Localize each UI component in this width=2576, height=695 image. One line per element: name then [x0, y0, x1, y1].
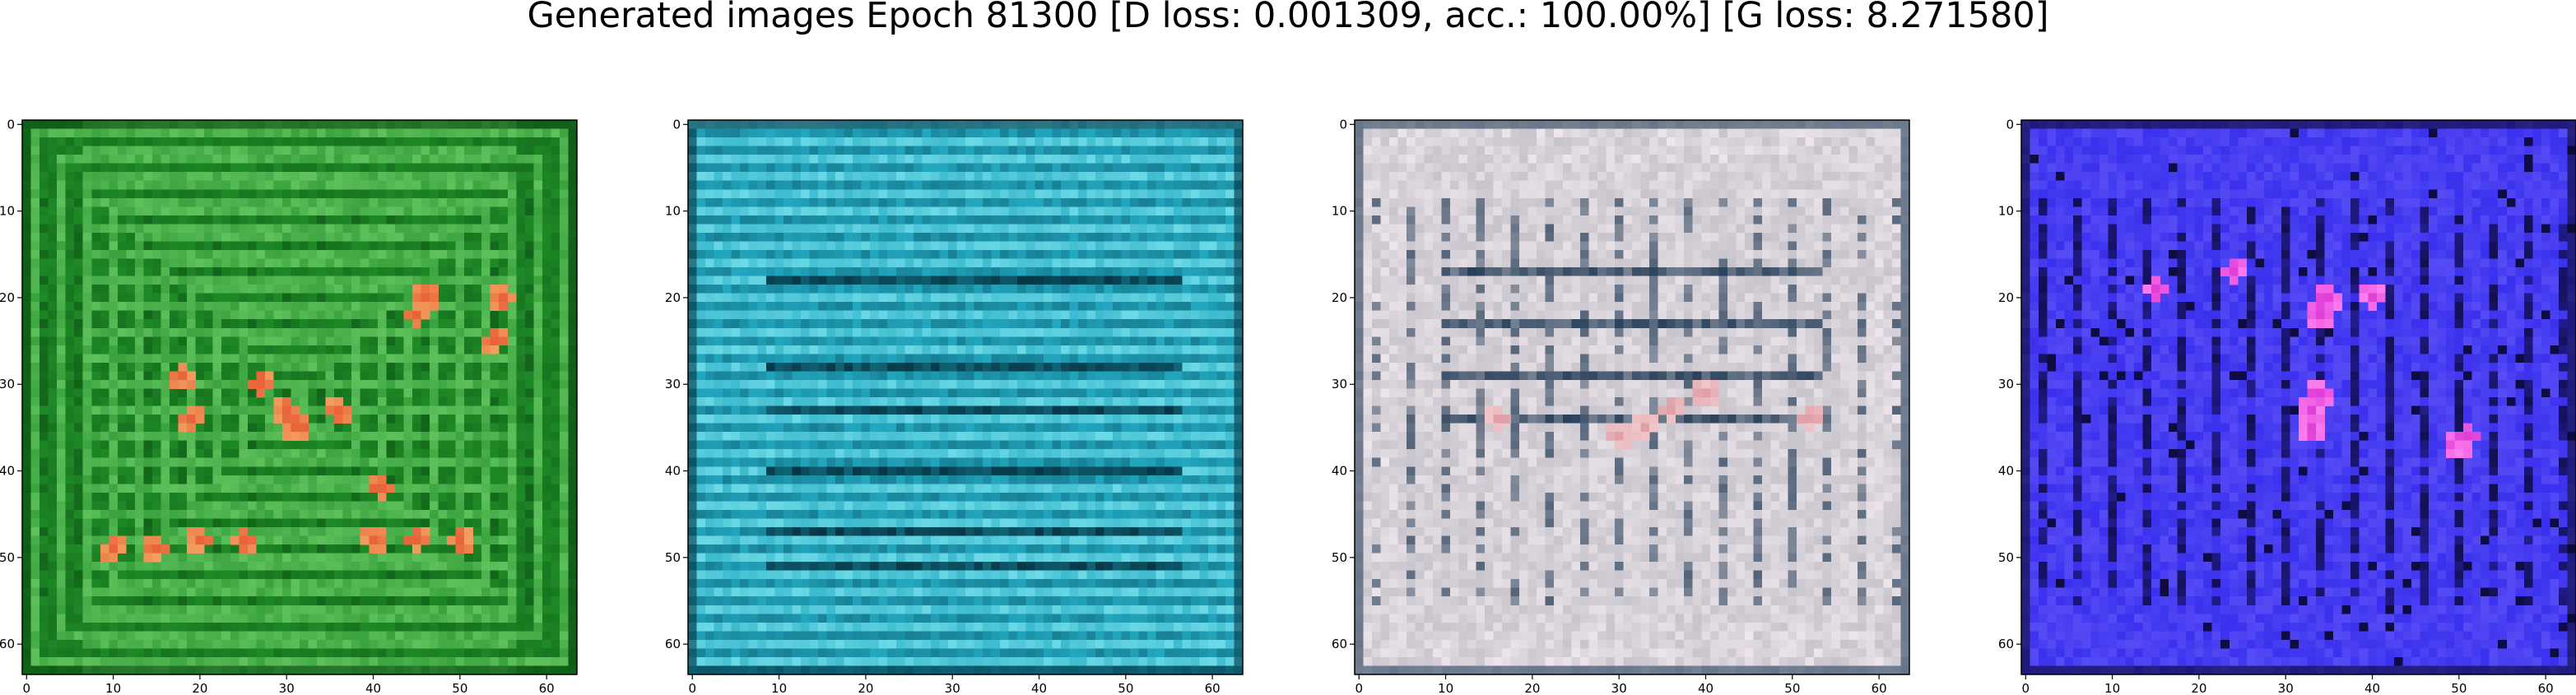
y-tick-label: 10	[665, 204, 681, 219]
x-tick-label: 10	[771, 681, 787, 695]
axes-frame	[687, 119, 1244, 675]
y-tick-label: 50	[665, 550, 681, 565]
figure-title: Generated images Epoch 81300 [D loss: 0.…	[527, 0, 2049, 36]
x-tick-label: 30	[279, 681, 295, 695]
y-tick-label: 50	[0, 550, 15, 565]
generated-image	[1355, 120, 1910, 675]
y-tick-label: 30	[1332, 377, 1347, 392]
x-tick-label: 10	[1438, 681, 1453, 695]
x-tick-label: 60	[1872, 681, 1887, 695]
image-panel-3: 0 10 20 30 40 50 60 0 10 20 30 40 50 60	[1332, 117, 1910, 695]
y-tick-label: 30	[1998, 377, 2014, 392]
y-tick-label: 60	[1332, 637, 1347, 651]
x-tick-label: 50	[1118, 681, 1133, 695]
x-tick-label: 30	[2278, 681, 2294, 695]
x-tick-label: 50	[452, 681, 467, 695]
x-tick-label: 40	[1031, 681, 1047, 695]
generated-image	[688, 120, 1244, 675]
x-tick-label: 50	[2451, 681, 2467, 695]
x-tick-label: 0	[688, 681, 696, 695]
y-tick-label: 40	[0, 464, 15, 479]
x-tick-label: 30	[1611, 681, 1627, 695]
y-tick-label: 50	[1998, 550, 2014, 565]
x-tick-label: 0	[2021, 681, 2030, 695]
x-tick-label: 0	[1355, 681, 1363, 695]
image-panel-2: 0 10 20 30 40 50 60 0 10 20 30 40 50 60	[665, 117, 1244, 695]
y-tick-label: 10	[0, 204, 15, 219]
y-tick-label: 20	[1998, 290, 2014, 305]
axes-frame	[21, 119, 578, 675]
x-tick-label: 20	[858, 681, 873, 695]
x-tick-label: 20	[192, 681, 207, 695]
y-tick-label: 20	[0, 290, 15, 305]
x-tick-label: 20	[2191, 681, 2206, 695]
y-tick-label: 0	[7, 117, 15, 132]
y-tick-label: 30	[0, 377, 15, 392]
x-tick-label: 20	[1524, 681, 1540, 695]
y-tick-label: 60	[665, 637, 681, 651]
x-tick-label: 40	[365, 681, 381, 695]
y-tick-label: 60	[1998, 637, 2014, 651]
axes-frame	[2020, 119, 2576, 675]
y-tick-label: 10	[1998, 204, 2014, 219]
x-tick-label: 30	[945, 681, 960, 695]
y-tick-label: 50	[1332, 550, 1347, 565]
y-tick-label: 0	[672, 117, 681, 132]
x-tick-label: 60	[539, 681, 555, 695]
image-panel-4: 0 10 20 30 40 50 60 0 10 20 30 40 50 60	[1998, 117, 2576, 695]
image-panel-1: 0 10 20 30 40 50 60 0 10 20 30 40 50 60	[0, 117, 578, 695]
x-tick-label: 40	[2364, 681, 2380, 695]
x-tick-label: 60	[2538, 681, 2554, 695]
x-tick-label: 10	[2104, 681, 2120, 695]
x-tick-label: 0	[22, 681, 30, 695]
y-tick-label: 10	[1332, 204, 1347, 219]
y-tick-label: 60	[0, 637, 15, 651]
x-tick-label: 60	[1205, 681, 1221, 695]
y-tick-label: 20	[665, 290, 681, 305]
x-tick-label: 40	[1698, 681, 1713, 695]
y-tick-label: 20	[1332, 290, 1347, 305]
y-tick-label: 40	[1332, 464, 1347, 479]
y-tick-label: 0	[2006, 117, 2014, 132]
generated-image	[2021, 120, 2576, 675]
y-tick-label: 40	[665, 464, 681, 479]
generated-image	[22, 120, 578, 675]
x-tick-label: 50	[1784, 681, 1800, 695]
y-tick-label: 30	[665, 377, 681, 392]
axes-frame	[1354, 119, 1910, 675]
x-tick-label: 10	[105, 681, 121, 695]
y-tick-label: 40	[1998, 464, 2014, 479]
y-tick-label: 0	[1339, 117, 1347, 132]
